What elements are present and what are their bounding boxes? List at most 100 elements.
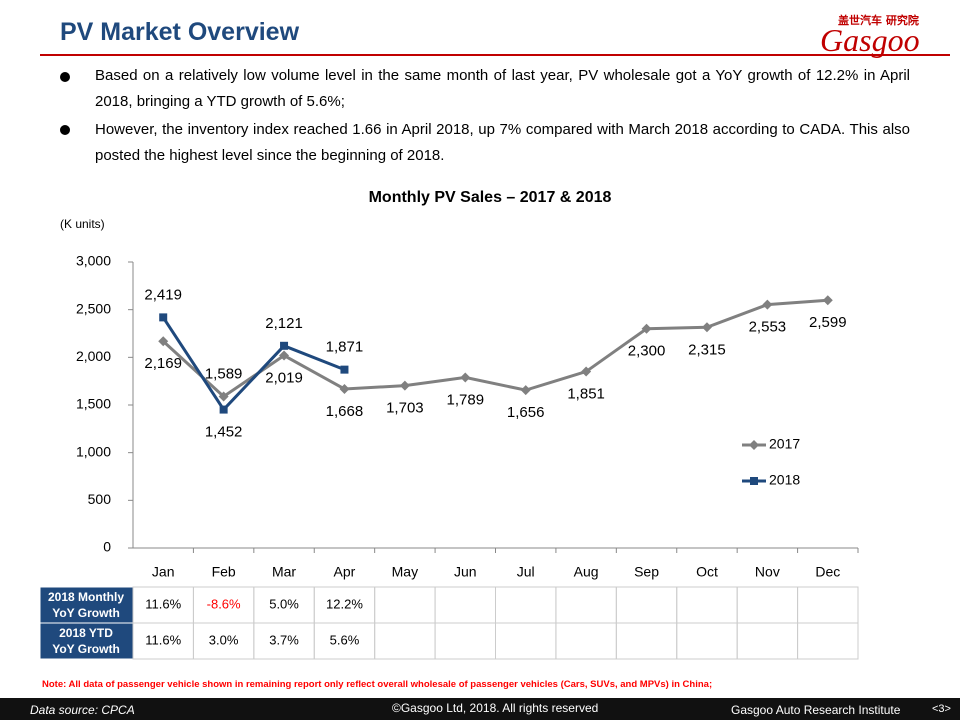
marker — [159, 313, 168, 322]
table-cell — [736, 586, 799, 624]
table-cell — [434, 586, 497, 624]
bullet-dot — [60, 72, 70, 82]
title-rule — [40, 54, 950, 56]
marker — [218, 391, 229, 402]
table-value: 3.7% — [269, 632, 299, 647]
data-label: 1,871 — [326, 339, 364, 356]
data-label: 1,589 — [205, 365, 243, 382]
data-label: 1,668 — [326, 403, 364, 420]
row-header: 2018 Monthly YoY Growth — [48, 590, 124, 620]
table-cell — [555, 586, 617, 624]
x-tick-label: Nov — [755, 564, 780, 580]
data-label: 2,553 — [749, 319, 787, 336]
x-tick-label: May — [392, 564, 418, 580]
x-tick-label: Jan — [152, 564, 175, 580]
table-cell — [374, 622, 436, 660]
table-value: 5.0% — [269, 596, 299, 611]
x-tick-label: Dec — [815, 564, 840, 580]
footer-copyright: ©Gasgoo Ltd, 2018. All rights reserved — [392, 701, 599, 715]
data-label: 1,452 — [205, 424, 243, 441]
footer-source: Data source: CPCA — [30, 703, 135, 717]
row-header-cell — [39, 586, 134, 624]
footer-page: <3> — [932, 703, 951, 715]
table-value: 5.6% — [330, 632, 360, 647]
marker — [339, 383, 350, 394]
table-value: 11.6% — [145, 632, 181, 647]
table-cell — [615, 586, 678, 624]
legend-label: 2018 — [769, 472, 800, 488]
marker — [701, 322, 712, 333]
table-cell — [797, 586, 859, 624]
marker — [280, 341, 289, 350]
marker — [750, 477, 758, 485]
marker — [581, 366, 592, 377]
table-cell — [797, 622, 859, 660]
y-axis-label: (K units) — [60, 217, 105, 231]
x-tick-label: Aug — [574, 564, 599, 580]
table-value: 3.0% — [209, 632, 239, 647]
table-value: 11.6% — [145, 596, 181, 611]
x-tick-label: Mar — [272, 564, 296, 580]
table-value: -8.6% — [207, 596, 241, 611]
y-tick-label: 0 — [103, 539, 111, 555]
data-label: 2,121 — [265, 315, 303, 332]
bullet: However, the inventory index reached 1.6… — [95, 121, 910, 164]
series-line — [162, 298, 828, 399]
marker — [340, 365, 349, 374]
data-label: 2,419 — [144, 286, 182, 303]
marker — [641, 323, 652, 334]
y-tick-label: 1,000 — [76, 443, 111, 459]
footer-bar — [0, 698, 960, 720]
marker — [158, 336, 169, 347]
table-cell — [495, 586, 557, 624]
marker — [219, 405, 228, 414]
table-cell — [555, 622, 617, 660]
row-header: 2018 YTD YoY Growth — [52, 626, 120, 656]
data-label: 2,599 — [809, 314, 847, 331]
data-label: 1,656 — [507, 404, 545, 421]
marker — [520, 385, 531, 396]
marker — [822, 295, 833, 306]
data-label: 2,169 — [144, 355, 182, 372]
y-tick-label: 3,000 — [76, 253, 111, 269]
table-cell — [615, 622, 678, 660]
data-label: 1,851 — [567, 386, 605, 403]
data-label: 2,019 — [265, 369, 303, 386]
marker — [279, 350, 290, 361]
table-cell — [434, 622, 497, 660]
table-cell — [736, 622, 799, 660]
series-line — [161, 316, 346, 412]
note: Note: All data of passenger vehicle show… — [42, 679, 713, 690]
table-cell — [374, 586, 436, 624]
logo-sub: 盖世汽车 研究院 — [838, 14, 919, 27]
legend-label: 2017 — [769, 436, 800, 452]
data-label: 1,703 — [386, 400, 424, 417]
marker — [399, 380, 410, 391]
x-tick-label: Jul — [517, 564, 535, 580]
x-tick-label: Feb — [212, 564, 236, 580]
y-tick-label: 1,500 — [76, 396, 111, 412]
marker — [749, 440, 759, 450]
bullet-dot — [60, 125, 70, 135]
chart-title: Monthly PV Sales – 2017 & 2018 — [369, 189, 612, 206]
data-label: 1,789 — [447, 391, 485, 408]
x-tick-label: Apr — [334, 564, 356, 580]
table-cell — [676, 586, 738, 624]
bullet: Based on a relatively low volume level i… — [95, 67, 910, 110]
x-tick-label: Oct — [696, 564, 718, 580]
data-label: 2,315 — [688, 341, 726, 358]
data-label: 2,300 — [628, 343, 666, 360]
x-tick-label: Jun — [454, 564, 477, 580]
marker — [762, 299, 773, 310]
table-cell — [676, 622, 738, 660]
title: PV Market Overview — [60, 18, 300, 46]
marker — [460, 372, 471, 383]
table-value: 12.2% — [326, 596, 363, 611]
table-cell — [495, 622, 557, 660]
y-tick-label: 2,000 — [76, 348, 111, 364]
footer-institute: Gasgoo Auto Research Institute — [731, 703, 901, 717]
y-tick-label: 500 — [88, 491, 112, 507]
logo: Gasgoo — [820, 22, 920, 58]
